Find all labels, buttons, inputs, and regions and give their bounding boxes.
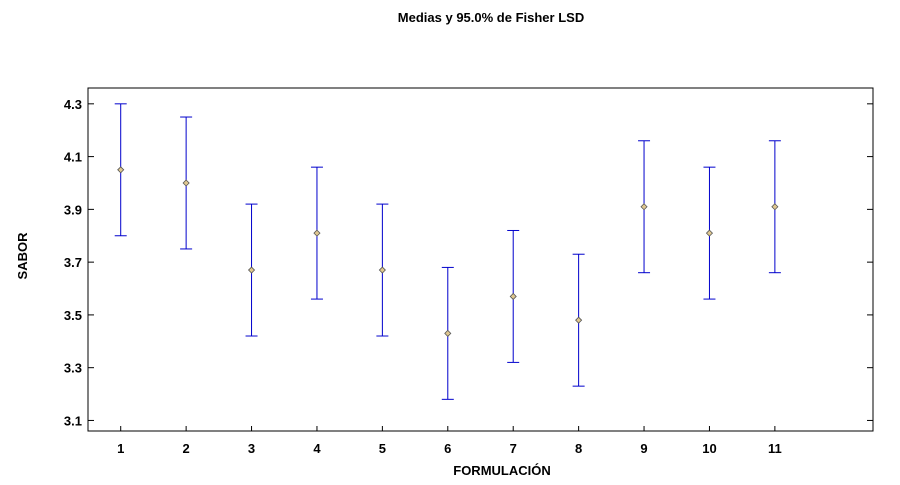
mean-point — [117, 166, 125, 174]
chart-title: Medias y 95.0% de Fisher LSD — [398, 10, 584, 25]
x-tick-label: 4 — [313, 441, 321, 456]
y-tick-label: 3.9 — [64, 202, 82, 217]
y-tick-label: 3.1 — [64, 413, 82, 428]
x-tick-label: 3 — [248, 441, 255, 456]
x-tick-label: 2 — [183, 441, 190, 456]
mean-point — [313, 229, 321, 237]
x-tick-label: 10 — [702, 441, 716, 456]
y-tick-label: 3.5 — [64, 308, 82, 323]
y-tick-label: 4.3 — [64, 97, 82, 112]
x-tick-label: 1 — [117, 441, 124, 456]
x-axis-label: FORMULACIÓN — [453, 463, 551, 478]
mean-point — [444, 329, 452, 337]
mean-point — [575, 316, 583, 324]
mean-point — [378, 266, 386, 274]
mean-point — [771, 203, 779, 211]
y-tick-label: 3.7 — [64, 255, 82, 270]
x-tick-label: 8 — [575, 441, 582, 456]
series-means-lsd — [114, 103, 781, 400]
y-axis-label: SABOR — [15, 232, 30, 280]
x-tick-label: 6 — [444, 441, 451, 456]
x-tick-label: 7 — [510, 441, 517, 456]
mean-point — [247, 266, 256, 274]
x-tick-label: 11 — [768, 441, 782, 456]
mean-point — [509, 292, 517, 301]
y-axis: 3.1 3.3 3.5 3.7 3.9 4.1 4.3 — [64, 97, 873, 428]
y-tick-label: 4.1 — [64, 150, 82, 165]
x-tick-label: 9 — [640, 441, 647, 456]
x-tick-label: 5 — [379, 441, 386, 456]
mean-point — [705, 229, 714, 237]
plot-frame — [87, 87, 874, 432]
mean-point — [182, 179, 190, 187]
y-tick-label: 3.3 — [64, 361, 82, 376]
x-axis: 1 2 3 4 5 6 7 8 9 10 11 — [117, 426, 782, 456]
mean-point — [640, 203, 648, 211]
